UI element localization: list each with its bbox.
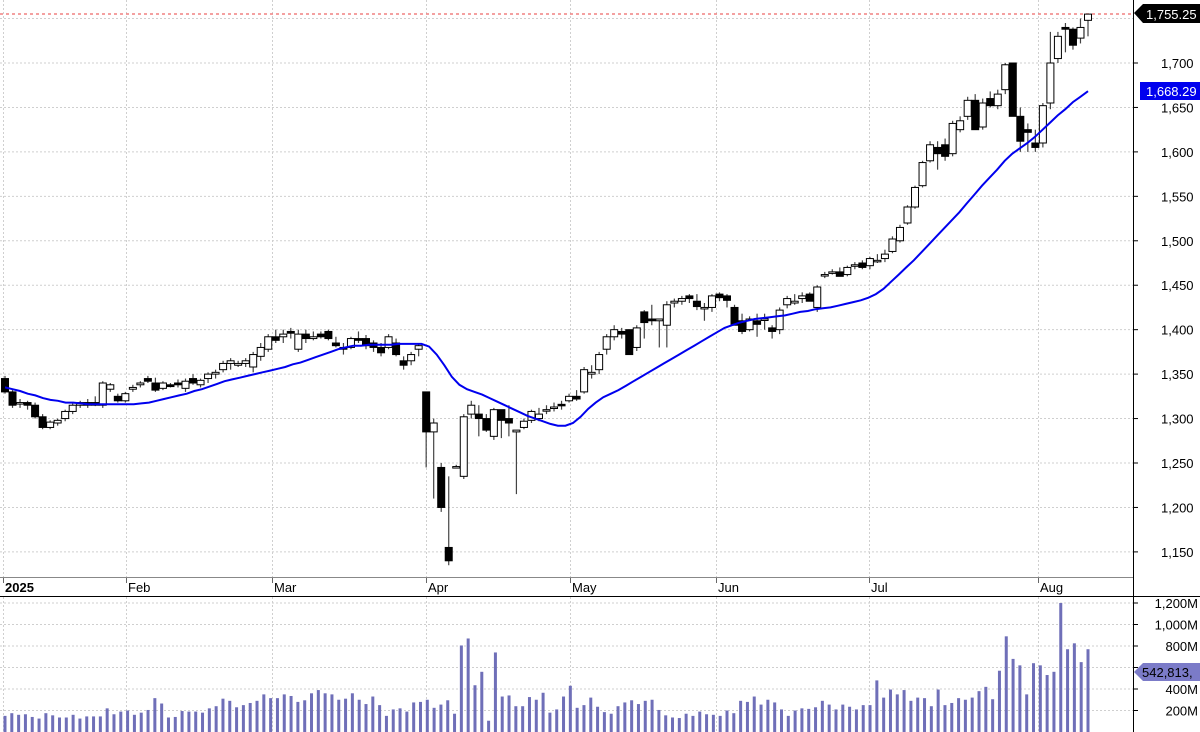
moving-average-line	[4, 90, 1089, 427]
month-label: Jun	[718, 580, 739, 595]
volume-tick-label: 800M	[1165, 639, 1198, 654]
price-tick-label: 1,350	[1161, 367, 1194, 382]
price-tick-label: 1,150	[1161, 545, 1194, 560]
price-tick-label: 1,400	[1161, 323, 1194, 338]
last-price-badge: 1,755.25	[1134, 4, 1200, 23]
price-tick-label: 1,250	[1161, 456, 1194, 471]
last-volume-badge: 542,813,	[1134, 663, 1200, 681]
volume-tick-label: 1,000M	[1155, 618, 1198, 633]
price-tick-label: 1,600	[1161, 145, 1194, 160]
month-label: May	[572, 580, 597, 595]
month-label: Feb	[128, 580, 150, 595]
volume-axis-labels: 1,200M 1,000M 800M 400M 200M	[1133, 596, 1198, 719]
month-label: 2025	[5, 580, 34, 595]
price-tick-label: 1,650	[1161, 100, 1194, 115]
last-volume-value: 542,813,	[1142, 665, 1193, 680]
candlestick-series	[1, 13, 1092, 566]
volume-tick-label: 200M	[1165, 704, 1198, 719]
month-label: Aug	[1040, 580, 1063, 595]
month-label: Mar	[274, 580, 297, 595]
month-label: Jul	[871, 580, 888, 595]
volume-bars	[3, 603, 1090, 732]
price-tick-label: 1,700	[1161, 56, 1194, 71]
price-tick-label: 1,200	[1161, 500, 1194, 515]
price-tick-label: 1,500	[1161, 234, 1194, 249]
last-price-value: 1,755.25	[1146, 7, 1197, 22]
month-labels: 2025 Feb Mar Apr May Jun Jul Aug	[5, 580, 1063, 595]
month-label: Apr	[428, 580, 449, 595]
volume-tick-label: 1,200M	[1155, 596, 1198, 611]
price-tick-label: 1,450	[1161, 278, 1194, 293]
price-tick-label: 1,550	[1161, 189, 1194, 204]
price-axis-labels: 1,700 1,650 1,600 1,550 1,500 1,450 1,400 1,350…	[1133, 56, 1194, 560]
volume-grid	[0, 602, 1133, 711]
moving-average-value: 1,668.29	[1146, 84, 1197, 99]
moving-average-badge: 1,668.29	[1140, 82, 1200, 100]
price-tick-label: 1,300	[1161, 412, 1194, 427]
volume-tick-label: 400M	[1165, 682, 1198, 697]
price-grid	[0, 0, 1133, 732]
